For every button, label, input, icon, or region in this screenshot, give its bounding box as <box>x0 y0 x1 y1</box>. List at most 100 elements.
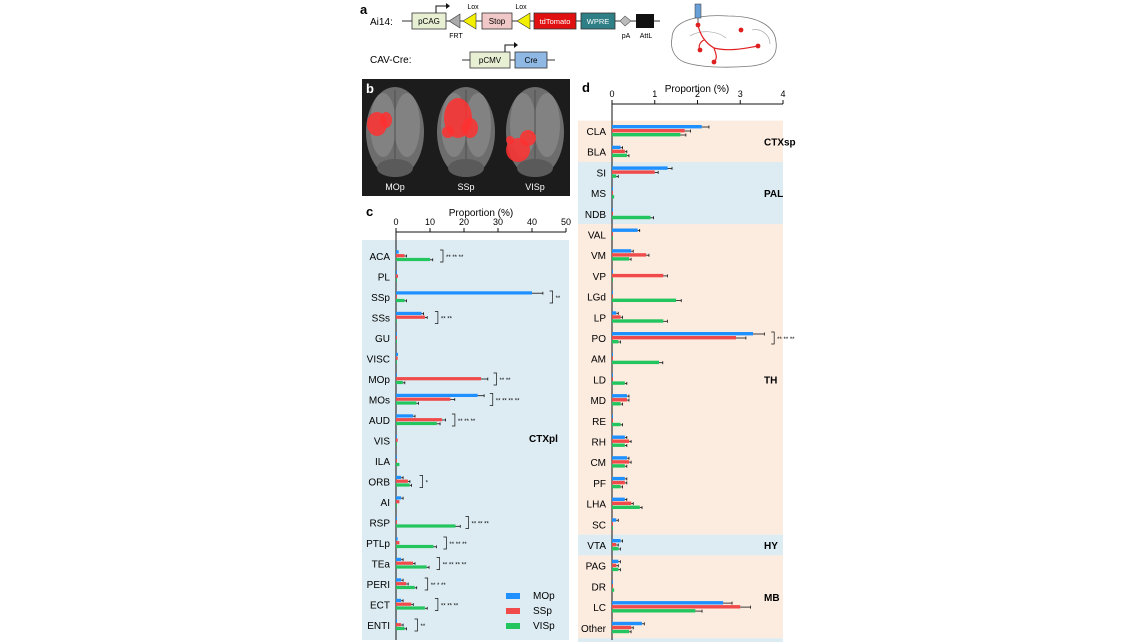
bar-mop <box>612 497 625 501</box>
category-label: RH <box>592 438 606 449</box>
bar-ssp <box>396 561 413 565</box>
bar-ssp <box>396 274 399 278</box>
category-label: VISC <box>367 355 390 366</box>
bar-visp <box>396 298 405 303</box>
significance-bracket <box>419 475 423 488</box>
significance-bracket <box>443 536 447 550</box>
bar-ssp <box>612 480 625 485</box>
category-label: PF <box>593 479 606 490</box>
bar-ssp <box>612 377 613 381</box>
bar-visp <box>612 174 617 178</box>
bar-ssp <box>612 418 613 423</box>
bar-visp <box>612 609 696 613</box>
bar-mop <box>612 435 625 439</box>
bar-mop <box>396 434 397 438</box>
bar-mop <box>612 414 613 419</box>
panel-label-d: d <box>582 80 590 95</box>
labelled-region <box>462 118 478 138</box>
category-label: PERI <box>367 580 390 591</box>
lox-triangle-2 <box>516 12 531 30</box>
frt-label: FRT <box>449 33 463 40</box>
bar-visp <box>396 606 425 610</box>
bar-mop <box>396 537 398 541</box>
brain-label-ssp: SSp <box>457 182 474 192</box>
bar-mop <box>612 476 625 481</box>
category-label: SC <box>592 520 606 531</box>
bar-visp <box>612 588 615 592</box>
stop-label: Stop <box>489 17 506 26</box>
group-band-th <box>578 224 783 535</box>
pcmv-label: pCMV <box>479 56 502 65</box>
bar-mop <box>612 166 668 170</box>
chart-d-title: Proportion (%) <box>665 84 729 95</box>
bar-ssp <box>612 191 613 195</box>
x-tick-label: 3 <box>738 89 743 99</box>
bar-ssp <box>612 356 613 361</box>
labelled-region <box>506 136 514 144</box>
category-label: PTLp <box>366 539 390 550</box>
bar-mop <box>396 352 399 356</box>
group-label-mb: MB <box>764 593 780 604</box>
significance-label: ** <box>556 296 561 302</box>
significance-label: ** ** ** <box>449 542 467 548</box>
x-tick-label: 10 <box>425 217 435 227</box>
bar-ssp <box>396 254 405 258</box>
bar-ssp <box>612 149 625 154</box>
bar-visp <box>612 464 625 468</box>
bar-mop <box>396 578 402 582</box>
category-label: PO <box>592 334 607 345</box>
significance-bracket <box>465 516 469 529</box>
legend-visp: VISp <box>533 621 555 632</box>
bar-visp <box>612 505 640 509</box>
bar-ssp <box>396 295 397 299</box>
bar-visp <box>396 380 403 385</box>
bar-visp <box>396 442 397 446</box>
bar-visp <box>396 626 405 631</box>
bar-visp <box>396 503 397 508</box>
significance-bracket <box>424 577 429 591</box>
x-tick-label: 1 <box>652 89 657 99</box>
bar-visp <box>396 421 437 426</box>
x-tick-label: 30 <box>493 217 503 227</box>
category-label: MOp <box>368 375 390 386</box>
bar-ssp <box>612 253 647 257</box>
significance-label: ** ** ** <box>441 604 459 610</box>
category-label: LGd <box>587 293 606 304</box>
pcag-label: pCAG <box>418 17 440 26</box>
bar-visp <box>396 339 397 344</box>
x-tick-label: 40 <box>527 217 537 227</box>
bar-ssp <box>612 129 685 133</box>
significance-label: ** <box>421 624 426 630</box>
wpre-label: WPRE <box>587 17 610 26</box>
bar-mop <box>612 621 642 626</box>
category-label: VTA <box>587 541 606 552</box>
significance-label: ** ** ** <box>458 419 476 425</box>
category-label: RSP <box>369 519 390 530</box>
group-label-ctxsp: CTXsp <box>764 137 796 148</box>
bar-visp <box>612 319 664 323</box>
category-label: AUD <box>369 416 390 427</box>
bar-ssp <box>396 602 412 606</box>
category-label: LP <box>594 313 607 324</box>
significance-bracket <box>434 311 439 324</box>
bar-ssp <box>612 336 736 340</box>
group-label-pal: PAL <box>764 189 783 200</box>
bar-mop <box>612 580 613 584</box>
group-band-other <box>578 617 783 639</box>
bar-ssp <box>396 438 398 442</box>
bar-visp <box>612 567 619 572</box>
category-label: MS <box>591 189 606 200</box>
bar-mop <box>612 311 617 315</box>
labelled-region <box>380 112 392 128</box>
brain-image-visp <box>506 87 564 177</box>
bar-ssp <box>612 170 655 174</box>
bar-visp <box>612 298 677 302</box>
bar-visp <box>612 236 613 240</box>
category-label: VM <box>591 251 606 262</box>
brain-image-mop <box>366 87 424 177</box>
x-tick-label: 0 <box>609 89 614 99</box>
category-label: MOs <box>369 396 390 407</box>
bar-mop <box>612 207 613 212</box>
category-label: ORB <box>368 478 390 489</box>
